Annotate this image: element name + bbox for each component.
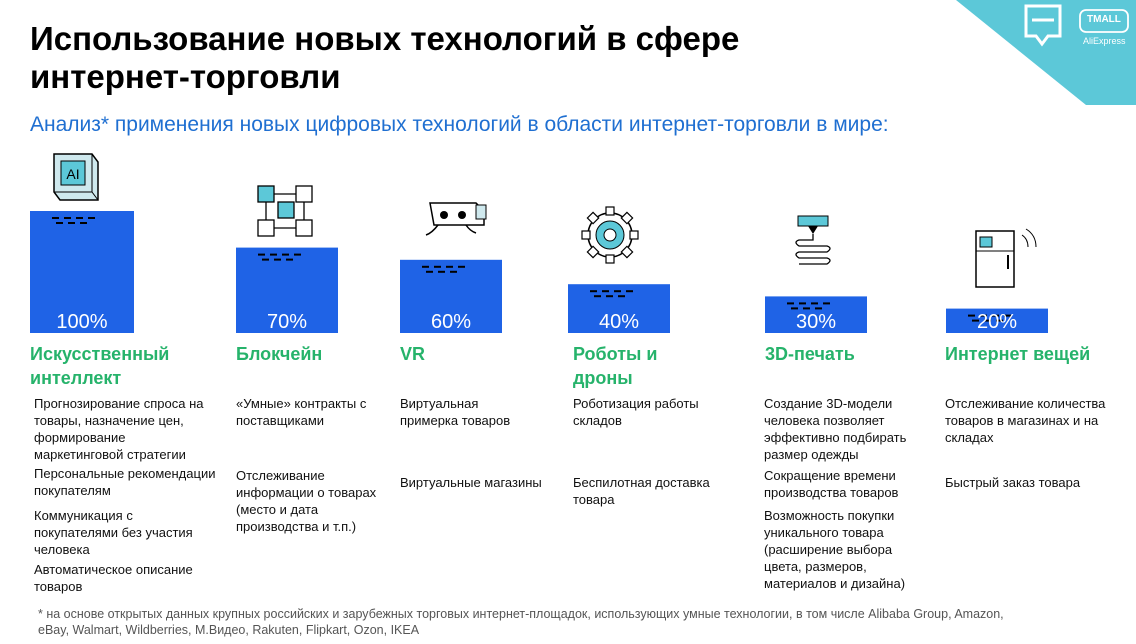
aliexpress-brand: AliExpress (1083, 36, 1126, 46)
footnote: * на основе открытых данных крупных росс… (38, 607, 1004, 637)
desc-ai-4: Автоматическое описание товаров (34, 562, 193, 594)
desc-ai-1: Прогнозирование спроса на товары, назнач… (34, 396, 204, 462)
gear-icon (581, 206, 639, 264)
desc-3d-2: Сокращение времени производства товаров (764, 468, 899, 500)
tmall-brand: TMALL (1087, 14, 1121, 25)
bar-label-4: 30% (796, 311, 836, 333)
blockchain-cubes-icon (257, 185, 313, 237)
desc-blockchain-1: «Умные» контракты с поставщиками (236, 396, 367, 428)
bar-label-5: 20% (977, 311, 1017, 333)
3d-printer-icon (795, 215, 831, 265)
bar-3 (568, 284, 670, 333)
bar-dashes-4 (787, 302, 830, 310)
svg-text:AI: AI (66, 166, 79, 182)
desc-ai-2: Персональные рекомендации покупателям (34, 466, 216, 498)
category-blockchain: Блокчейн (236, 344, 323, 364)
bar-0 (30, 211, 134, 333)
ai-chip-icon: AI (53, 153, 99, 201)
subtitle: Анализ* применения новых цифровых технол… (30, 113, 889, 136)
corner-banner (956, 0, 1136, 105)
category-robots: Роботы и дроны (573, 344, 658, 388)
tmall-logo-icon (1079, 9, 1129, 33)
bar-1 (236, 247, 338, 333)
category-ai: Искусственный интеллект (30, 344, 170, 388)
adoption-bar-chart: 100% 70% 60% 40% 30% 20% (30, 211, 1048, 333)
chat-logo-icon (1024, 4, 1062, 47)
bar-dashes-3 (590, 290, 633, 298)
vr-headset-icon (425, 202, 487, 236)
desc-ai-3: Коммуникация с покупателями без участия … (34, 508, 193, 557)
category-vr: VR (400, 344, 426, 364)
desc-iot-2: Быстрый заказ товара (945, 475, 1081, 490)
bar-label-1: 70% (267, 311, 307, 333)
desc-3d-3: Возможность покупки уникального товара (… (764, 508, 906, 591)
bar-dashes-1 (258, 253, 301, 261)
desc-iot-1: Отслеживание количества товаров в магази… (945, 396, 1106, 445)
category-iot: Интернет вещей (945, 344, 1091, 364)
desc-robots-2: Беспилотная доставка товара (573, 475, 710, 507)
desc-robots-1: Роботизация работы складов (573, 396, 699, 428)
bar-dashes-5 (968, 314, 1011, 322)
desc-vr-1: Виртуальная примерка товаров (400, 396, 511, 428)
bar-dashes-2 (422, 265, 465, 273)
desc-3d-1: Создание 3D-модели человека позволяет эф… (764, 396, 907, 462)
desc-vr-2: Виртуальные магазины (400, 475, 542, 490)
bar-dashes-0 (52, 217, 95, 224)
category-3d-print: 3D-печать (765, 344, 855, 364)
bar-label-0: 100% (56, 311, 107, 333)
smart-fridge-icon (975, 228, 1037, 288)
bar-label-2: 60% (431, 311, 471, 333)
bar-label-3: 40% (599, 311, 639, 333)
page-title: Использование новых технологий в сфере и… (30, 20, 740, 95)
desc-blockchain-2: Отслеживание информации о товарах (место… (236, 468, 377, 534)
